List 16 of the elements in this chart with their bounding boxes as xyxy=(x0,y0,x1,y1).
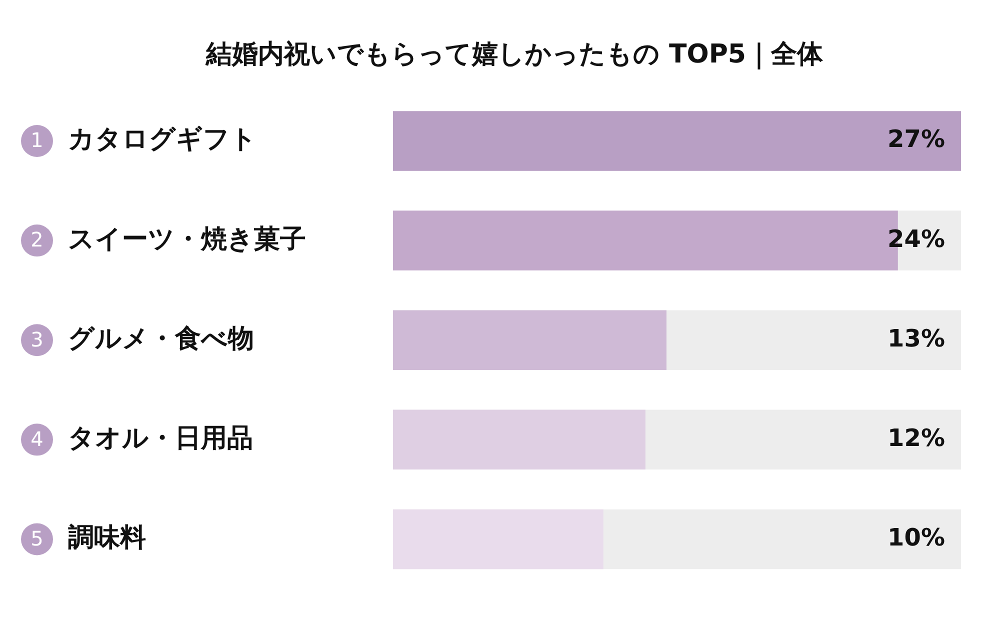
text: 2 xyxy=(30,228,44,252)
data-label: 10% xyxy=(888,523,945,552)
y-tick-label: 調味料 xyxy=(68,522,146,553)
y-tick-label: カタログギフト xyxy=(68,124,257,155)
text: 4 xyxy=(30,426,44,451)
text: 3 xyxy=(30,327,44,352)
data-label: 13% xyxy=(888,324,945,352)
y-tick-label: スイーツ・焼き菓子 xyxy=(68,224,306,254)
data-label: 12% xyxy=(888,424,945,452)
chart-title: 結婚内祝いでもらって嬉しかったもの TOP5｜全体 xyxy=(204,39,824,70)
text: 5 xyxy=(30,526,44,550)
data-label: 27% xyxy=(888,125,945,154)
y-tick-label: グルメ・食べ物 xyxy=(68,324,254,354)
y-tick-label: タオル・日用品 xyxy=(68,423,253,454)
data-label: 24% xyxy=(888,224,945,253)
text: 1 xyxy=(30,128,44,152)
